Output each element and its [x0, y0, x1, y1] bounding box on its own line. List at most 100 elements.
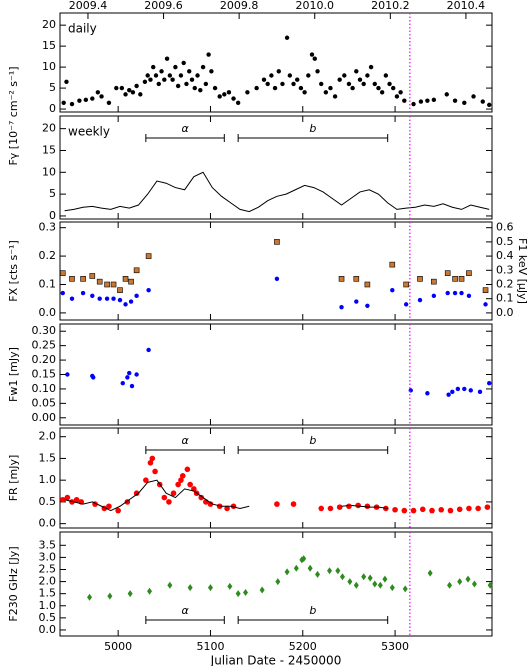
data-point	[487, 102, 492, 108]
data-point	[127, 370, 132, 376]
data-point	[431, 97, 437, 103]
data-point	[69, 296, 75, 301]
data-point	[455, 386, 461, 392]
data-point	[357, 77, 363, 82]
data-point	[128, 278, 134, 285]
data-point	[307, 564, 313, 572]
data-point	[368, 64, 374, 70]
data-point	[342, 73, 347, 78]
y2-tick-label: 0.0	[496, 306, 514, 319]
data-point	[475, 505, 481, 512]
panel-frame	[59, 115, 493, 220]
data-point	[457, 578, 463, 586]
data-point	[429, 507, 435, 514]
data-point	[447, 581, 453, 589]
panel-label: daily	[68, 22, 97, 36]
data-point	[462, 386, 467, 392]
y-tick-label: 0.5	[39, 611, 57, 624]
data-point	[80, 276, 86, 282]
data-point	[458, 276, 465, 282]
period-label: α	[181, 604, 189, 617]
data-point	[315, 570, 321, 578]
data-point	[130, 90, 136, 95]
series-line	[64, 479, 388, 512]
data-point	[431, 293, 437, 299]
data-point	[222, 92, 227, 97]
data-point	[444, 92, 449, 97]
x-tick-label: 5200	[289, 640, 317, 653]
y-tick-label: 0.05	[32, 396, 57, 409]
data-point	[336, 504, 343, 510]
data-point	[323, 90, 329, 95]
y2-tick-label: 0.1	[496, 292, 514, 305]
data-point	[134, 83, 139, 89]
y-axis-label: Fγ [10⁻⁷ cm⁻² s⁻¹]	[7, 66, 20, 165]
top-x-tick-label: 2009.6	[144, 0, 183, 12]
data-point	[425, 391, 430, 396]
data-point	[364, 503, 371, 510]
data-point	[224, 505, 230, 512]
data-point	[243, 588, 249, 596]
data-point	[65, 372, 70, 377]
data-point	[226, 90, 232, 95]
panel-frame	[59, 12, 493, 113]
data-point	[411, 101, 416, 107]
y-tick-label: 20	[42, 18, 56, 31]
data-point	[390, 287, 395, 293]
series-line	[64, 171, 490, 213]
data-point	[365, 303, 370, 308]
data-point	[480, 99, 485, 104]
data-point	[487, 380, 492, 386]
data-point	[394, 94, 400, 99]
x-tick-label: 5300	[381, 640, 409, 653]
y2-tick-label: 0.3	[496, 263, 514, 276]
data-point	[104, 296, 110, 301]
y-tick-label: 0.1	[39, 277, 57, 290]
data-point	[446, 392, 451, 397]
data-point	[181, 60, 186, 66]
data-point	[459, 290, 464, 296]
data-point	[207, 584, 213, 592]
data-point	[403, 302, 409, 307]
data-point	[347, 578, 353, 586]
data-point	[61, 100, 66, 105]
data-point	[69, 101, 75, 107]
y-tick-label: 0.15	[32, 368, 57, 381]
data-point	[117, 287, 123, 293]
data-point	[164, 56, 170, 61]
data-point	[318, 505, 325, 512]
data-point	[114, 85, 119, 91]
data-point	[445, 290, 450, 296]
data-point	[431, 278, 437, 285]
data-point	[387, 81, 392, 87]
data-point	[450, 389, 455, 395]
y-axis-label: FX [cts s⁻¹]	[7, 240, 20, 301]
panel-frame	[59, 531, 493, 637]
y-axis-label: FR [mJy]	[7, 455, 20, 502]
data-point	[484, 504, 491, 510]
data-point	[410, 507, 417, 514]
data-point	[59, 496, 66, 503]
data-point	[379, 90, 385, 95]
data-point	[298, 85, 304, 91]
data-point	[189, 77, 195, 82]
data-point	[419, 506, 426, 513]
data-point	[444, 270, 451, 276]
data-point	[217, 94, 222, 99]
data-point	[466, 270, 472, 276]
data-point	[73, 496, 80, 503]
top-x-tick-label: 2010.2	[371, 0, 410, 12]
x-axis-label: Julian Date - 2450000	[210, 654, 342, 666]
y2-tick-label: 0.5	[496, 235, 514, 248]
data-point	[417, 297, 423, 303]
period-label: b	[309, 434, 316, 447]
data-point	[99, 94, 104, 99]
data-point	[147, 587, 153, 595]
period-label: b	[309, 122, 316, 135]
data-point	[123, 92, 128, 97]
data-point	[284, 568, 290, 576]
data-point	[452, 290, 458, 296]
data-point	[162, 77, 167, 82]
data-point	[175, 481, 181, 488]
data-point	[471, 94, 476, 99]
